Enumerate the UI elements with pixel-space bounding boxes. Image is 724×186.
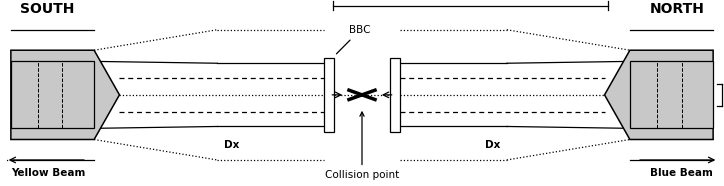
Bar — [630, 61, 713, 128]
Polygon shape — [605, 50, 713, 140]
Text: NORTH: NORTH — [649, 2, 704, 16]
Bar — [324, 58, 334, 132]
Text: Dx: Dx — [224, 140, 240, 150]
Bar — [11, 61, 94, 128]
Text: Dx: Dx — [484, 140, 500, 150]
Text: Blue Beam: Blue Beam — [650, 168, 713, 178]
Bar — [390, 58, 400, 132]
Polygon shape — [11, 50, 119, 140]
Text: Yellow Beam: Yellow Beam — [11, 168, 85, 178]
Text: SOUTH: SOUTH — [20, 2, 75, 16]
Text: Collision point: Collision point — [325, 112, 399, 180]
Text: BBC: BBC — [337, 25, 371, 54]
